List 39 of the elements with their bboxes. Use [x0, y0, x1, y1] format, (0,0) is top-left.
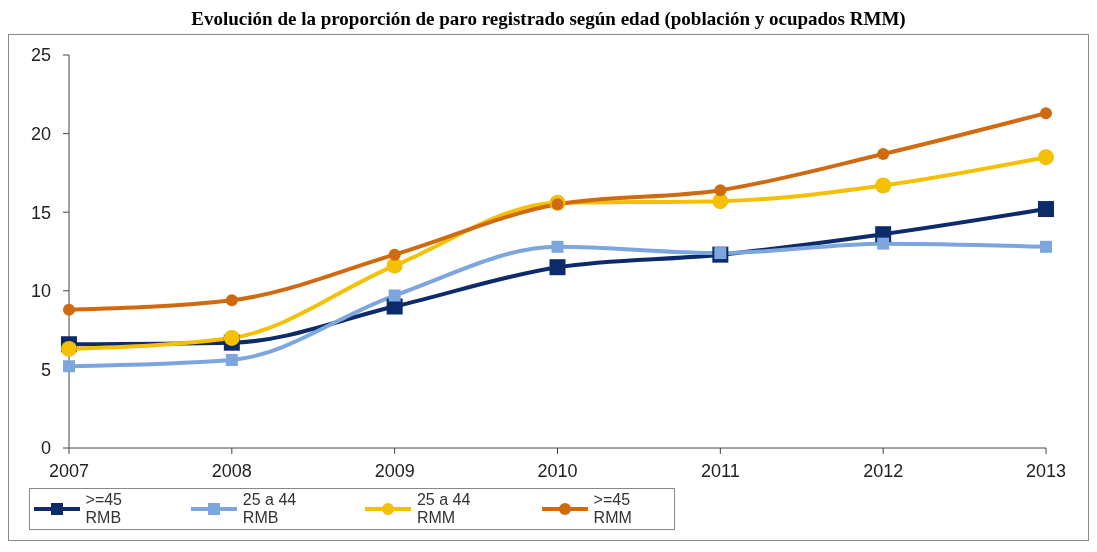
legend-label: 25 a 44 RMM [415, 491, 472, 527]
point [714, 184, 727, 197]
legend-label: >=45 RMM [592, 491, 633, 527]
legend-label: >=45 RMB [84, 491, 123, 527]
point [1040, 240, 1052, 253]
legend-label: 25 a 44 RMB [241, 491, 298, 527]
point [63, 303, 75, 316]
point [1038, 149, 1054, 166]
point [875, 177, 892, 194]
x-tick-label: 2012 [863, 460, 904, 481]
point [877, 148, 890, 161]
point [551, 240, 564, 253]
y-tick-label: 20 [30, 123, 51, 144]
point [63, 360, 75, 373]
y-tick-label: 10 [30, 281, 51, 302]
point [223, 329, 240, 346]
x-tick-label: 2009 [374, 460, 415, 481]
point [1040, 107, 1052, 120]
point [1038, 201, 1054, 218]
point [551, 198, 564, 211]
y-tick-label: 0 [40, 438, 51, 459]
point [225, 353, 238, 366]
point [877, 237, 890, 250]
point [388, 248, 401, 261]
chart-title: Evolución de la proporción de paro registrado según edad (población y ocupados RMM) [190, 8, 907, 30]
y-tick-label: 5 [40, 359, 51, 380]
point [549, 259, 566, 276]
x-tick-label: 2013 [1025, 460, 1067, 481]
y-tick-label: 25 [30, 45, 51, 66]
x-tick-label: 2008 [211, 460, 252, 481]
point [61, 340, 77, 357]
point [225, 294, 238, 307]
y-tick-label: 15 [30, 202, 51, 223]
point [386, 257, 403, 274]
x-tick-label: 2010 [537, 460, 578, 481]
point [388, 289, 401, 302]
point [712, 193, 729, 210]
x-tick-label: 2007 [48, 460, 90, 481]
x-tick-label: 2011 [700, 460, 740, 481]
